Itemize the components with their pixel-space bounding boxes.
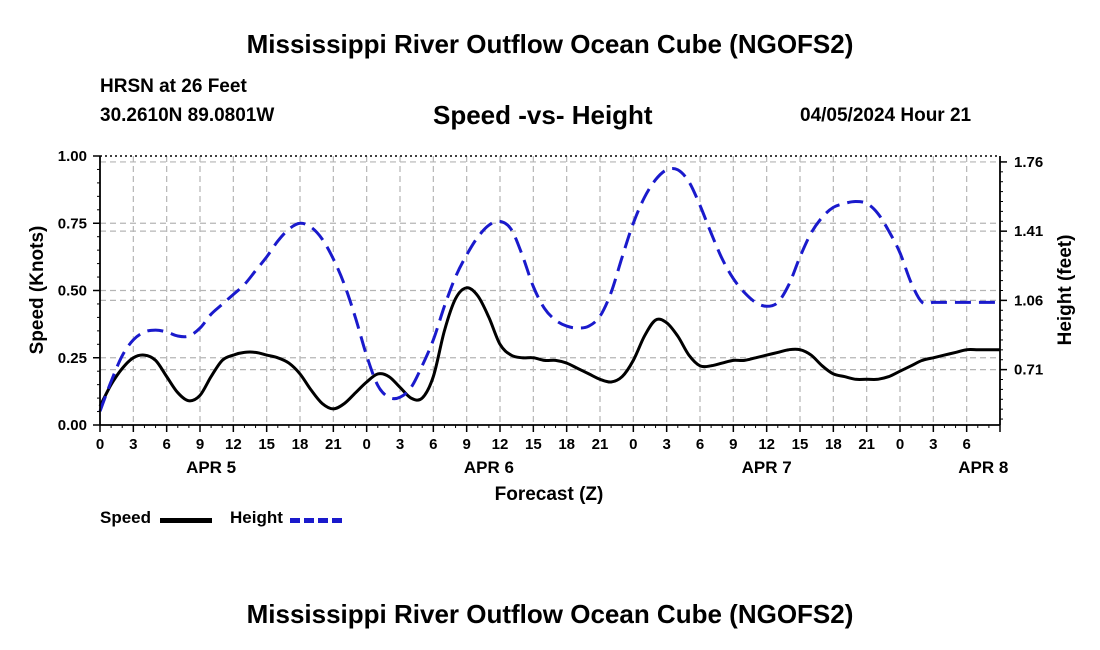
x-tick-label: 6	[162, 436, 170, 453]
x-tick-label: 21	[858, 436, 875, 453]
x-tick-label: 9	[196, 436, 204, 453]
x-tick-label: 3	[396, 436, 404, 453]
x-tick-label: 21	[325, 436, 342, 453]
y2-tick-label: 1.06	[1014, 292, 1043, 309]
date-label: APR 7	[742, 458, 792, 477]
station-coordinates: 30.2610N 89.0801W	[100, 105, 275, 126]
x-tick-label: 0	[629, 436, 637, 453]
y2-tick-label: 1.76	[1014, 154, 1043, 171]
x-tick-label: 15	[258, 436, 275, 453]
chart-title: Speed -vs- Height	[433, 100, 653, 130]
legend-speed-swatch	[160, 518, 212, 523]
date-label: APR 5	[186, 458, 236, 477]
y-axis-label: Speed (Knots)	[27, 226, 48, 355]
x-tick-label: 3	[129, 436, 137, 453]
x-tick-label: 15	[792, 436, 809, 453]
x-tick-label: 18	[825, 436, 842, 453]
y2-axis-label: Height (feet)	[1055, 235, 1076, 346]
x-tick-label: 18	[558, 436, 575, 453]
x-tick-label: 6	[696, 436, 704, 453]
y-tick-label: 1.00	[58, 148, 87, 165]
x-tick-label: 12	[492, 436, 509, 453]
x-tick-label: 12	[758, 436, 775, 453]
x-tick-label: 18	[292, 436, 309, 453]
axis-labels: Forecast (Z) Speed (Knots) Height (feet)	[27, 226, 1076, 505]
x-tick-label: 6	[962, 436, 970, 453]
legend-speed-label: Speed	[100, 508, 152, 527]
forecast-datetime: 04/05/2024 Hour 21	[800, 105, 972, 126]
y2-tick-label: 0.71	[1014, 362, 1043, 379]
x-tick-label: 3	[662, 436, 670, 453]
page-title: Mississippi River Outflow Ocean Cube (NG…	[246, 29, 854, 59]
y-tick-label: 0.25	[58, 350, 87, 367]
series-layer	[98, 166, 1000, 412]
x-tick-label: 0	[362, 436, 370, 453]
y-tick-label: 0.00	[58, 417, 87, 434]
x-tick-label: 6	[429, 436, 437, 453]
x-tick-label: 21	[592, 436, 609, 453]
legend-height-label: Height	[230, 508, 283, 527]
y2-tick-label: 1.41	[1014, 223, 1043, 240]
x-tick-label: 15	[525, 436, 542, 453]
x-axis-label: Forecast (Z)	[495, 484, 604, 505]
grid	[100, 156, 1000, 425]
x-tick-label: 12	[225, 436, 242, 453]
series-height-line	[98, 166, 1000, 412]
y-tick-label: 0.75	[58, 215, 87, 232]
legend-height-swatch	[290, 518, 342, 523]
station-name: HRSN at 26 Feet	[100, 76, 247, 97]
x-tick-label: 0	[896, 436, 904, 453]
x-tick-label: 0	[96, 436, 104, 453]
axes: 0 3 6 9 12 15 18 21 0 3 6 9 12 15 18 21 0 3 6 9 12 15 18 21 0 3 6A…	[58, 148, 1043, 477]
footer-title: Mississippi River Outflow Ocean Cube (NG…	[246, 599, 854, 629]
series-speed-line	[98, 286, 1000, 411]
date-label: APR 8	[958, 458, 1008, 477]
y-tick-label: 0.50	[58, 283, 87, 300]
x-tick-label: 9	[729, 436, 737, 453]
x-tick-label: 3	[929, 436, 937, 453]
date-label: APR 6	[464, 458, 514, 477]
x-tick-label: 9	[462, 436, 470, 453]
